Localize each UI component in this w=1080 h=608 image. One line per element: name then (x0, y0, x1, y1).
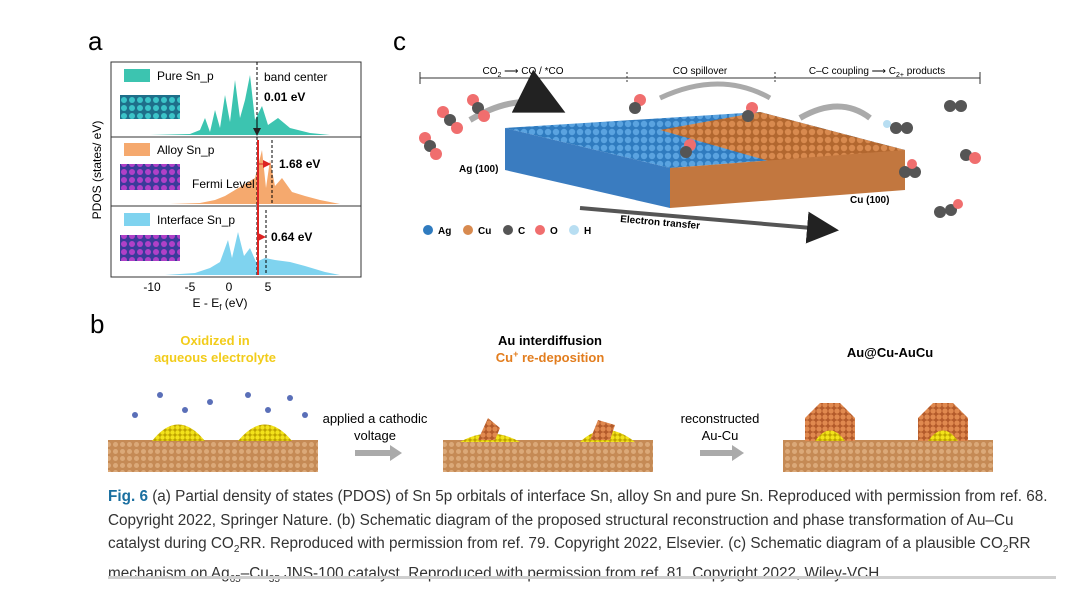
step-label: Au interdiffusion (498, 333, 602, 348)
x-tick: -10 (143, 280, 161, 294)
step-label: Oxidized in (180, 333, 249, 348)
arrow-label: Au-Cu (702, 428, 739, 443)
substrate (783, 440, 993, 472)
legend: C (518, 226, 525, 237)
legend-dot (423, 225, 433, 235)
ag-side (505, 128, 670, 208)
structure (120, 164, 180, 190)
structure (120, 95, 180, 119)
substrate (108, 440, 318, 472)
step-arrow (355, 445, 402, 461)
cu-cluster (478, 418, 500, 440)
legend: Ag (438, 226, 451, 237)
legend: Pure Sn_p (157, 69, 214, 83)
arrow-label: voltage (354, 428, 396, 443)
legend: Alloy Sn_p (157, 143, 215, 157)
stage: CO2 ⟶ CO / *CO (482, 66, 563, 79)
legend: O (550, 226, 558, 237)
rule (108, 576, 1056, 579)
caption-text: (a) Partial density of states (PDOS) of … (108, 488, 1048, 552)
step-label: Cu+ re-deposition (496, 349, 605, 365)
legend: H (584, 226, 591, 237)
panel-label: c (393, 26, 406, 56)
arrow-label: reconstructed (681, 411, 760, 426)
legend-dot (569, 225, 579, 235)
x-tick: 0 (226, 280, 233, 294)
electron-arrow (579, 206, 839, 244)
core-shell (918, 403, 968, 441)
step-label: Au@Cu-AuCu (847, 345, 933, 360)
arrow-label: applied a cathodic (323, 411, 428, 426)
annotation: Fermi Level (192, 177, 255, 191)
panel-label: a (88, 26, 103, 56)
pdos-plot: Pure Sn_p band center 0.01 eV Alloy Sn_p… (90, 61, 362, 312)
structure (120, 235, 180, 261)
x-tick: 5 (265, 280, 272, 294)
annotation: band center (264, 70, 327, 84)
legend: Cu (478, 226, 491, 237)
pdos-curve (150, 75, 330, 135)
pdos-curve (170, 150, 340, 204)
step-arrow (700, 445, 744, 461)
label: Ag (100) (459, 164, 498, 175)
particle (152, 424, 205, 441)
stage: C–C coupling ⟶ C2+ products (809, 66, 945, 79)
substrate (443, 440, 653, 472)
figure: a Pure Sn_p band center 0.01 eV Alloy Sn… (88, 26, 993, 472)
legend-dot (503, 225, 513, 235)
ions (132, 392, 308, 418)
subscript: 2 (1002, 544, 1009, 556)
subscript: 65 (229, 573, 241, 585)
x-tick: -5 (185, 280, 196, 294)
reconstruction: Oxidized in aqueous electrolyte applied … (108, 333, 993, 472)
step-label: aqueous electrolyte (154, 350, 276, 365)
subscript: 2 (233, 544, 240, 556)
subscript: 35 (268, 573, 280, 585)
x-axis-label: E - Ef (eV) (193, 296, 248, 312)
core (815, 430, 845, 441)
molecules (419, 94, 981, 218)
label: Cu (100) (850, 195, 889, 206)
cu-cluster (590, 420, 615, 440)
legend-dot (535, 225, 545, 235)
particle (238, 424, 292, 441)
pdos-curve (165, 232, 340, 275)
legend-swatch (124, 213, 150, 226)
caption-text: RR. Reproduced with permission from ref.… (239, 535, 1003, 552)
core (928, 430, 958, 441)
flow-arrow (658, 81, 772, 101)
value: 0.01 eV (264, 90, 305, 104)
value: 0.64 eV (271, 230, 312, 244)
caption-label: Fig. 6 (108, 488, 148, 505)
stage: CO spillover (673, 66, 728, 77)
panel-label: b (90, 309, 104, 339)
core-shell (805, 403, 855, 441)
value: 1.68 eV (279, 157, 320, 171)
cu-side (670, 150, 905, 208)
legend-dot (463, 225, 473, 235)
legend-swatch (124, 69, 150, 82)
y-axis-label: PDOS (states/ eV) (90, 121, 104, 220)
mechanism: CO2 ⟶ CO / *CO CO spillover C–C coupling… (419, 66, 981, 244)
legend-swatch (124, 143, 150, 156)
legend: Interface Sn_p (157, 213, 235, 227)
flow-arrow (798, 103, 872, 121)
